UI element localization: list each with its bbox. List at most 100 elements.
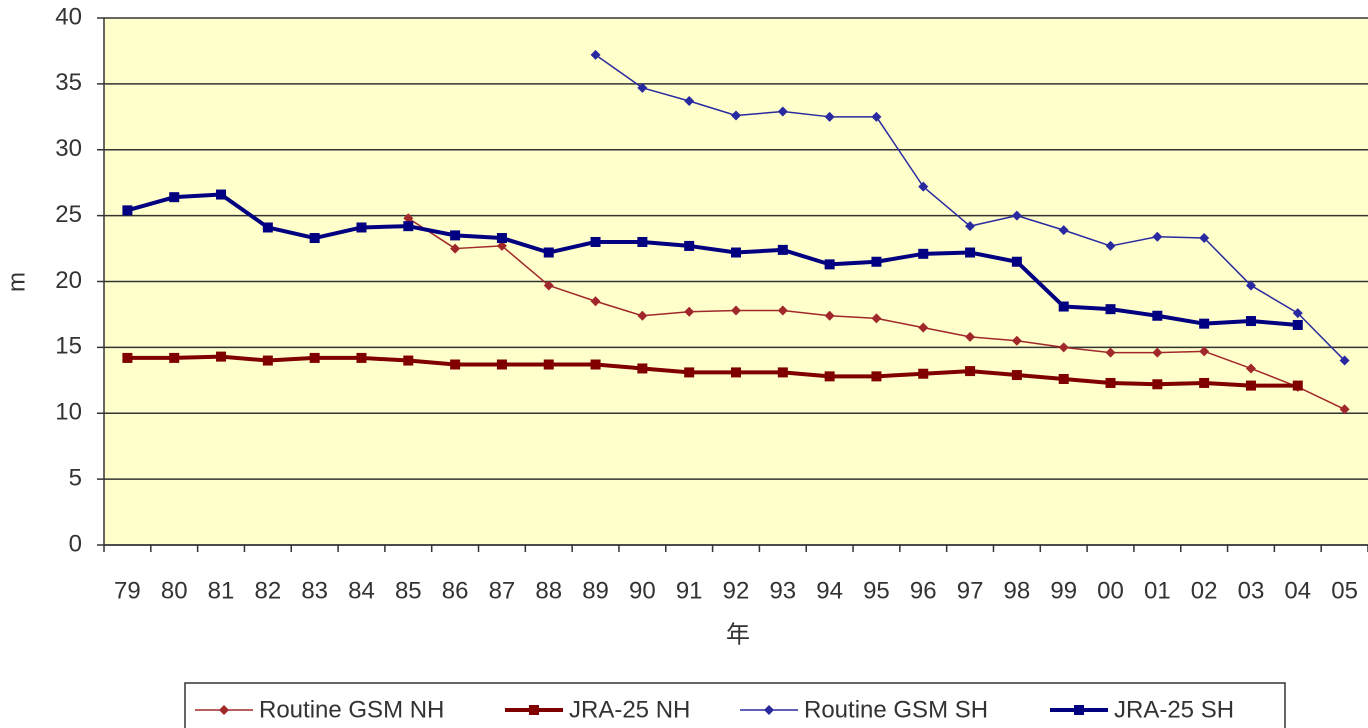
data-point [824, 111, 835, 122]
data-point [496, 240, 507, 251]
y-tick-label: 30 [55, 135, 82, 162]
data-point [731, 305, 741, 316]
y-tick-label: 0 [69, 530, 82, 557]
data-point [1011, 256, 1022, 267]
data-point [731, 110, 741, 121]
data-point [965, 247, 976, 258]
legend: Routine GSM NH JRA-25 NH Routine GSM SH JRA… [184, 682, 1286, 728]
data-point [1011, 335, 1022, 346]
data-point [871, 313, 882, 324]
x-tick-label: 85 [395, 577, 422, 604]
data-point [496, 359, 507, 370]
data-point [684, 306, 695, 317]
data-point [824, 259, 835, 270]
data-point [543, 280, 554, 291]
y-tick-label: 40 [55, 3, 82, 30]
data-point [1152, 231, 1163, 242]
data-point [684, 367, 695, 378]
legend-marker [1074, 705, 1084, 715]
x-axis-label: 年 [726, 621, 750, 648]
data-point [1245, 316, 1256, 327]
data-point [965, 366, 976, 377]
y-tick-label: 15 [55, 333, 82, 360]
data-point [965, 331, 976, 342]
data-point [731, 247, 741, 258]
data-point [871, 371, 882, 382]
data-point [965, 221, 976, 232]
data-point [1058, 225, 1069, 236]
data-point [1152, 379, 1163, 390]
legend-box [184, 682, 1286, 728]
x-tick-label: 84 [348, 577, 375, 604]
y-tick-label: 10 [55, 399, 82, 426]
x-tick-label: 04 [1284, 577, 1311, 604]
data-point [1199, 377, 1210, 388]
x-tick-label: 99 [1050, 577, 1077, 604]
x-tick-label: 96 [910, 577, 937, 604]
data-point [684, 96, 695, 107]
data-point [216, 189, 227, 200]
y-axis-label: m [3, 272, 30, 292]
x-tick-label: 97 [957, 577, 984, 604]
data-point [1058, 342, 1069, 353]
data-point [1292, 380, 1303, 391]
data-point [637, 310, 648, 321]
data-point [1199, 318, 1210, 329]
data-point [1105, 377, 1116, 388]
x-tick-label: 91 [676, 577, 703, 604]
data-point [262, 222, 273, 233]
x-tick-label: 94 [816, 577, 843, 604]
data-point [918, 248, 929, 259]
x-tick-label: 92 [723, 577, 750, 604]
data-point [356, 352, 367, 363]
data-point [1199, 346, 1210, 357]
x-tick-label: 80 [161, 577, 188, 604]
data-point [637, 363, 648, 374]
data-point [637, 236, 648, 247]
data-point [1105, 240, 1116, 251]
x-tick-label: 87 [489, 577, 516, 604]
data-point [543, 359, 554, 370]
x-tick-label: 01 [1144, 577, 1171, 604]
data-point [918, 322, 929, 333]
legend-label: JRA-25 SH [1114, 696, 1234, 723]
data-point [309, 233, 320, 244]
data-point [450, 359, 461, 370]
data-point [1058, 373, 1069, 384]
data-point [824, 371, 835, 382]
legend-label: Routine GSM NH [259, 696, 444, 723]
data-point [122, 352, 133, 363]
data-point [777, 244, 788, 255]
x-tick-label: 98 [1004, 577, 1031, 604]
data-point [216, 351, 227, 362]
x-tick-label: 81 [208, 577, 235, 604]
y-tick-label: 5 [69, 464, 82, 491]
data-point [356, 222, 367, 233]
data-point [777, 106, 788, 117]
data-point [590, 49, 601, 60]
x-tick-label: 89 [582, 577, 609, 604]
data-point [777, 305, 788, 316]
data-point [824, 310, 835, 321]
data-point [1105, 347, 1116, 358]
data-point [590, 236, 601, 247]
legend-marker [219, 705, 229, 715]
data-point [1339, 404, 1350, 415]
data-point [1058, 301, 1069, 312]
y-tick-label: 35 [55, 69, 82, 96]
x-tick-label: 05 [1331, 577, 1358, 604]
data-point [450, 243, 461, 254]
legend-marker [529, 705, 539, 715]
x-tick-label: 83 [301, 577, 328, 604]
x-tick-label: 82 [255, 577, 282, 604]
x-tick-label: 88 [535, 577, 562, 604]
data-point [403, 221, 414, 232]
x-tick-label: 79 [114, 577, 141, 604]
data-point [122, 205, 133, 216]
data-point [1339, 355, 1350, 366]
data-point [590, 359, 601, 370]
data-point [684, 240, 695, 251]
legend-label: JRA-25 NH [569, 696, 690, 723]
data-point [169, 192, 180, 203]
